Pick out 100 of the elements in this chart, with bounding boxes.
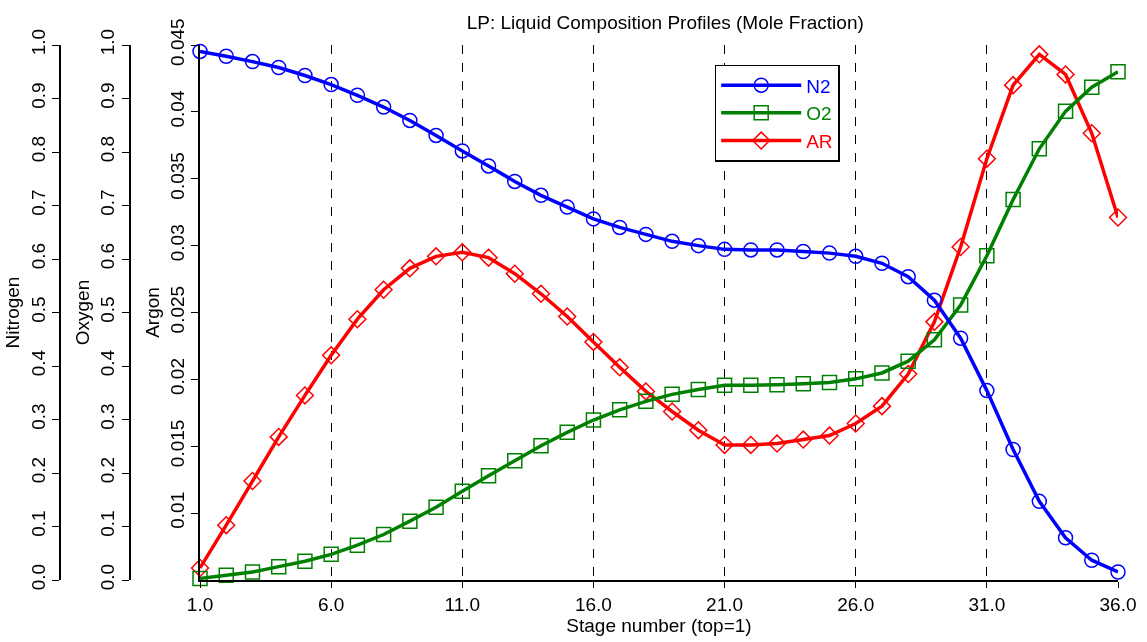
point xyxy=(926,332,943,348)
point xyxy=(480,467,497,484)
point xyxy=(192,43,208,60)
x-tick-label: 16.0 xyxy=(574,593,612,615)
x-tick-label: 26.0 xyxy=(837,593,875,615)
point xyxy=(426,247,446,266)
point xyxy=(244,53,261,70)
legend-label: N2 xyxy=(806,75,831,97)
point xyxy=(900,268,916,285)
point xyxy=(874,255,890,272)
point xyxy=(1031,141,1048,157)
point xyxy=(872,396,892,416)
x-tick-label: 11.0 xyxy=(444,593,481,615)
y2-tick-label: 0.1 xyxy=(97,510,119,537)
point xyxy=(847,371,864,387)
point xyxy=(190,558,210,578)
point xyxy=(1110,64,1126,80)
point xyxy=(611,402,628,418)
point xyxy=(453,243,472,262)
point xyxy=(1057,103,1074,120)
point xyxy=(1005,191,1021,208)
point xyxy=(505,264,524,283)
y-tick-label: 0.03 xyxy=(166,224,188,262)
y2-tick-label: 0.8 xyxy=(97,135,119,163)
legend-label: O2 xyxy=(806,103,832,125)
point xyxy=(531,284,551,303)
y3-tick-label: 0.1 xyxy=(27,510,49,537)
point xyxy=(295,386,315,405)
y3-tick-label: 1.0 xyxy=(27,28,49,56)
point xyxy=(951,237,970,257)
point xyxy=(323,546,339,563)
y-tick-label: 0.045 xyxy=(166,18,188,66)
y2-axis-title: Oxygen xyxy=(71,279,93,346)
point xyxy=(952,330,969,346)
y-tick-label: 0.025 xyxy=(166,285,188,334)
point xyxy=(323,76,339,93)
point xyxy=(402,513,418,529)
point xyxy=(479,248,498,267)
y3-tick-label: 0.0 xyxy=(27,563,49,591)
point xyxy=(428,499,444,515)
point xyxy=(1030,45,1049,64)
point xyxy=(610,358,629,377)
point xyxy=(1031,493,1048,510)
point xyxy=(585,412,602,428)
point xyxy=(297,553,313,570)
y-tick-label: 0.04 xyxy=(166,90,188,128)
y2-tick-label: 0.0 xyxy=(97,563,119,591)
y3-tick-label: 0.4 xyxy=(27,349,49,377)
point xyxy=(349,537,366,553)
point xyxy=(664,233,680,250)
x-tick-label: 6.0 xyxy=(317,593,345,615)
point xyxy=(585,211,602,227)
point xyxy=(743,377,759,394)
point xyxy=(270,558,287,575)
point xyxy=(898,364,918,384)
point xyxy=(690,381,707,398)
point xyxy=(428,127,444,144)
point xyxy=(636,382,656,401)
point xyxy=(743,242,759,258)
point xyxy=(297,67,313,84)
point xyxy=(1084,552,1100,568)
x-tick-label: 21.0 xyxy=(706,593,744,615)
point xyxy=(847,248,864,265)
y-axis-title: Argon xyxy=(142,287,164,338)
point xyxy=(900,353,916,369)
point xyxy=(559,199,575,215)
point xyxy=(533,187,549,204)
point xyxy=(767,434,787,453)
point xyxy=(925,312,944,332)
y3-tick-label: 0.3 xyxy=(27,403,49,430)
x-axis-title: Stage number (top=1) xyxy=(566,614,752,636)
y2-tick-label: 0.2 xyxy=(97,456,119,484)
y3-tick-label: 0.6 xyxy=(27,242,49,270)
point xyxy=(1084,79,1100,96)
point xyxy=(689,421,708,440)
y2-tick-label: 0.5 xyxy=(97,296,119,323)
point xyxy=(690,237,707,254)
point xyxy=(270,59,287,76)
point xyxy=(926,292,943,308)
point xyxy=(821,374,838,391)
point xyxy=(1110,564,1126,580)
y-tick-label: 0.01 xyxy=(166,491,188,529)
point xyxy=(795,375,812,392)
point xyxy=(348,309,367,329)
point xyxy=(1056,65,1075,84)
y2-tick-label: 0.6 xyxy=(97,242,119,270)
y-tick-label: 0.035 xyxy=(166,152,188,200)
point xyxy=(769,242,785,258)
x-tick-label: 31.0 xyxy=(968,593,1006,615)
point xyxy=(558,307,577,326)
point xyxy=(716,241,733,258)
point xyxy=(846,414,865,433)
point xyxy=(662,402,682,421)
point xyxy=(874,365,890,381)
point xyxy=(716,377,733,394)
point xyxy=(217,515,236,535)
point xyxy=(269,427,288,447)
y3-tick-label: 0.8 xyxy=(27,135,49,163)
point xyxy=(1003,75,1023,95)
point xyxy=(820,426,839,445)
